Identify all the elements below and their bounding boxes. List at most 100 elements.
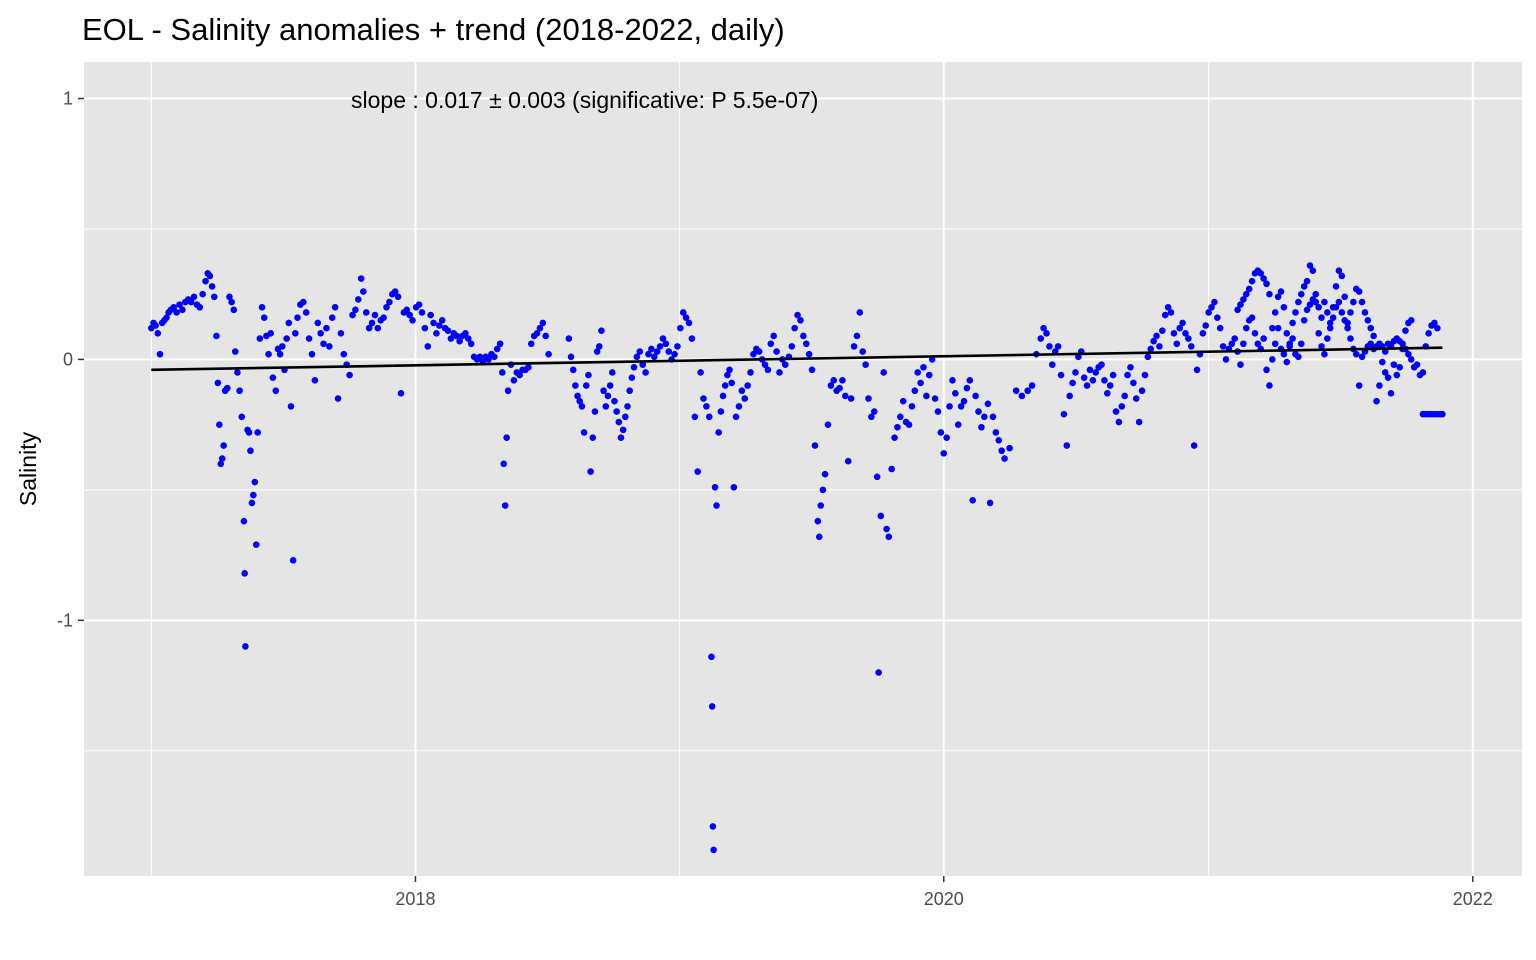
data-point bbox=[788, 343, 796, 350]
data-point bbox=[1364, 316, 1372, 324]
data-point bbox=[589, 434, 597, 441]
data-point bbox=[1049, 361, 1056, 368]
data-point bbox=[750, 350, 757, 358]
data-point bbox=[173, 309, 180, 316]
data-point bbox=[152, 322, 159, 329]
data-point bbox=[1248, 314, 1256, 321]
data-point bbox=[1266, 382, 1273, 389]
data-point bbox=[773, 348, 780, 355]
data-point bbox=[949, 376, 956, 384]
major-gridlines bbox=[84, 62, 1522, 876]
data-point bbox=[447, 335, 455, 342]
data-point bbox=[677, 324, 684, 332]
data-point bbox=[802, 340, 810, 348]
data-point bbox=[732, 413, 740, 421]
data-point bbox=[705, 413, 713, 421]
data-point bbox=[1329, 303, 1337, 311]
data-point bbox=[1182, 330, 1189, 337]
data-point bbox=[1242, 324, 1250, 332]
data-point bbox=[1373, 397, 1380, 405]
data-point bbox=[248, 499, 256, 507]
data-point bbox=[206, 272, 214, 280]
data-point bbox=[1352, 350, 1360, 358]
data-point bbox=[719, 392, 727, 400]
data-point bbox=[600, 387, 607, 395]
data-point bbox=[682, 314, 690, 321]
data-point bbox=[920, 363, 927, 371]
data-point bbox=[525, 363, 532, 371]
data-point bbox=[776, 369, 783, 376]
data-point bbox=[196, 303, 204, 311]
data-point bbox=[1306, 301, 1314, 308]
data-point bbox=[998, 447, 1005, 455]
data-point bbox=[1083, 382, 1091, 389]
data-point bbox=[302, 309, 310, 316]
data-point bbox=[794, 311, 801, 319]
data-point bbox=[1355, 288, 1363, 295]
data-point bbox=[1190, 442, 1198, 449]
data-point bbox=[697, 369, 704, 376]
data-point bbox=[850, 343, 858, 350]
data-point bbox=[208, 283, 216, 290]
data-point bbox=[617, 434, 625, 441]
data-point bbox=[827, 382, 835, 389]
data-point bbox=[283, 335, 290, 342]
data-point bbox=[1080, 374, 1088, 381]
data-point bbox=[1257, 270, 1265, 277]
data-point bbox=[1124, 371, 1131, 379]
data-point bbox=[870, 408, 878, 415]
data-point bbox=[966, 376, 974, 384]
data-point bbox=[1242, 290, 1250, 298]
data-point bbox=[808, 366, 816, 374]
data-point bbox=[545, 350, 552, 358]
data-point bbox=[578, 403, 586, 410]
data-point bbox=[1419, 369, 1427, 376]
data-point bbox=[735, 403, 743, 410]
data-point bbox=[606, 382, 614, 389]
data-point bbox=[1263, 280, 1270, 288]
data-point bbox=[444, 327, 452, 335]
data-point bbox=[875, 669, 882, 676]
data-point bbox=[403, 306, 411, 314]
data-point bbox=[1358, 298, 1366, 306]
data-point bbox=[220, 442, 227, 449]
data-point bbox=[1318, 343, 1325, 350]
data-point bbox=[267, 330, 275, 337]
data-point bbox=[877, 512, 885, 520]
data-point bbox=[819, 486, 827, 494]
data-point bbox=[1326, 324, 1334, 332]
data-point bbox=[609, 369, 616, 376]
data-point bbox=[1254, 340, 1262, 348]
data-point bbox=[628, 374, 636, 381]
data-point bbox=[308, 350, 316, 358]
data-point bbox=[527, 340, 535, 348]
data-point bbox=[1237, 361, 1244, 368]
data-point bbox=[1130, 379, 1137, 387]
data-point bbox=[865, 395, 872, 402]
data-point bbox=[957, 403, 965, 410]
data-point bbox=[1135, 418, 1143, 426]
data-point bbox=[728, 379, 736, 387]
data-point bbox=[383, 303, 390, 311]
data-point bbox=[533, 330, 541, 337]
data-point bbox=[1043, 330, 1050, 337]
data-point bbox=[1176, 324, 1183, 332]
data-point bbox=[285, 319, 293, 327]
data-point bbox=[856, 309, 864, 316]
data-point bbox=[862, 361, 869, 368]
data-point bbox=[1413, 361, 1421, 368]
data-point bbox=[767, 340, 775, 348]
data-point bbox=[1280, 350, 1288, 358]
data-point bbox=[1338, 272, 1346, 280]
data-point bbox=[251, 478, 259, 486]
data-point bbox=[839, 376, 846, 384]
data-point bbox=[619, 426, 627, 434]
data-point bbox=[1361, 309, 1369, 316]
data-point bbox=[1057, 371, 1065, 379]
data-point bbox=[503, 434, 510, 441]
data-point bbox=[326, 343, 333, 350]
data-point bbox=[715, 429, 722, 436]
data-point bbox=[674, 343, 681, 350]
data-point bbox=[176, 301, 183, 308]
data-point bbox=[368, 319, 376, 327]
